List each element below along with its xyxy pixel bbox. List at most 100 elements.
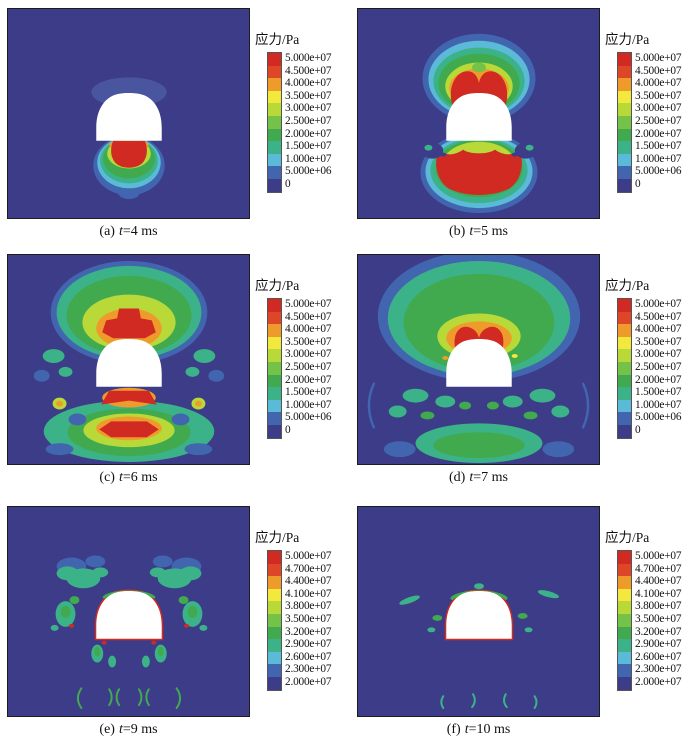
colorbar-tick-label: 2.000e+07 [285, 127, 332, 140]
contour-band [76, 687, 83, 710]
contour-canvas [358, 255, 599, 464]
contour-band [537, 590, 559, 599]
colorbar-body: 5.000e+07 4.500e+07 4.000e+07 3.500e+07 3.00… [267, 52, 351, 193]
colorbar-tick-label: 2.600e+07 [635, 650, 682, 663]
colorbar-tick-label: 2.000e+07 [635, 675, 682, 688]
colorbar-tick-label: 4.400e+07 [285, 575, 332, 588]
colorbar-swatch [618, 115, 631, 129]
contour-band [50, 624, 59, 631]
colorbar-tick-label: 2.500e+07 [635, 114, 682, 127]
colorbar-tick-label: 4.000e+07 [635, 77, 682, 90]
colorbar-tick-label: 5.000e+07 [285, 298, 332, 310]
colorbar-tick-label: 4.700e+07 [635, 562, 682, 575]
caption-index: (c) [99, 470, 115, 485]
contour-band [33, 369, 50, 382]
colorbar-swatch [268, 166, 281, 179]
colorbar-swatch [618, 563, 631, 577]
colorbar-legend: 应力/Pa 5.000e+07 4.700e+07 4.400e+07 4.100e+… [255, 530, 351, 691]
contour-band [145, 688, 150, 707]
time-variable: t [464, 722, 469, 737]
colorbar-tick-labels: 5.000e+07 4.700e+07 4.400e+07 4.100e+07 3.80… [632, 550, 682, 691]
colorbar-tick-label: 5.000e+07 [285, 52, 332, 64]
contour-band [92, 567, 109, 578]
colorbar-swatch [618, 336, 631, 350]
stress-contours [50, 555, 208, 710]
colorbar-tick-label: 2.300e+07 [285, 663, 332, 676]
contour-band [502, 395, 523, 408]
stress-contours [33, 260, 225, 463]
colorbar-swatch [268, 639, 281, 652]
colorbar-body: 5.000e+07 4.500e+07 4.000e+07 3.500e+07 3.00… [617, 298, 700, 439]
contour-band [525, 144, 534, 151]
caption-index: (f) [446, 722, 461, 737]
colorbar-swatch [268, 349, 281, 362]
contour-band [151, 640, 157, 645]
contour-band [94, 646, 101, 657]
contour-band [184, 443, 213, 456]
colorbar-swatch [618, 90, 631, 104]
colorbar-swatch [618, 65, 631, 79]
colorbar-legend: 应力/Pa 5.000e+07 4.500e+07 4.000e+07 3.500e+… [605, 278, 700, 439]
contour-band [399, 595, 420, 605]
colorbar-tick-label: 1.500e+07 [635, 140, 682, 153]
colorbar-tick-label: 4.000e+07 [635, 323, 682, 336]
colorbar-swatch [268, 336, 281, 350]
colorbar-tick-label: 1.000e+07 [635, 398, 682, 411]
colorbar-legend: 应力/Pa 5.000e+07 4.700e+07 4.400e+07 4.100e+… [605, 530, 700, 691]
contour-band [178, 596, 189, 605]
contour-canvas [8, 9, 249, 218]
contour-band [440, 152, 447, 157]
colorbar-tick-label: 1.500e+07 [285, 386, 332, 399]
contour-band [152, 555, 173, 568]
colorbar-swatch [268, 551, 281, 564]
colorbar-swatch [268, 324, 281, 337]
colorbar-body: 5.000e+07 4.500e+07 4.000e+07 3.500e+07 3.00… [267, 298, 351, 439]
colorbar [617, 550, 632, 691]
colorbar-tick-label: 5.000e+06 [635, 165, 682, 178]
colorbar-tick-label: 5.000e+07 [635, 298, 682, 310]
contour-plot [7, 254, 250, 465]
contour-band [68, 623, 74, 628]
contour-band [194, 400, 202, 407]
contour-band [402, 388, 429, 403]
contour-band [60, 606, 71, 618]
colorbar-title: 应力/Pa [255, 278, 300, 293]
colorbar-swatch [618, 551, 631, 564]
contour-plot [357, 8, 600, 219]
contour-band [85, 555, 106, 568]
colorbar-swatch [618, 639, 631, 652]
contour-band [101, 640, 107, 645]
colorbar-swatch [618, 664, 631, 677]
contour-band [208, 369, 225, 382]
colorbar-swatch [618, 53, 631, 66]
colorbar-swatch [268, 78, 281, 91]
colorbar-swatch [268, 178, 281, 192]
contour-band [108, 688, 113, 707]
colorbar-swatch [618, 626, 631, 640]
contour-band [511, 354, 518, 359]
panel-caption: (c) t=6 ms [7, 469, 250, 486]
colorbar-tick-label: 4.500e+07 [635, 310, 682, 323]
contour-band [185, 366, 200, 377]
panel-b: 应力/Pa 5.000e+07 4.500e+07 4.000e+07 3.500e+… [357, 8, 700, 254]
stress-contours [420, 33, 538, 214]
tunnel-cavity [446, 338, 512, 387]
colorbar-swatch [618, 399, 631, 413]
contour-band [56, 400, 64, 407]
colorbar-swatch [268, 361, 281, 375]
time-variable: t [469, 224, 474, 239]
colorbar-legend: 应力/Pa 5.000e+07 4.500e+07 4.000e+07 3.500e+… [255, 278, 351, 439]
colorbar-tick-label: 3.800e+07 [635, 600, 682, 613]
caption-index: (e) [99, 722, 115, 737]
colorbar-tick-labels: 5.000e+07 4.500e+07 4.000e+07 3.500e+07 3.00… [282, 52, 332, 193]
colorbar-tick-label: 3.000e+07 [635, 102, 682, 115]
colorbar-legend: 应力/Pa 5.000e+07 4.500e+07 4.000e+07 3.500e+… [255, 32, 351, 193]
contour-band [187, 606, 198, 618]
contour-band [436, 148, 522, 195]
time-variable: t [469, 470, 474, 485]
contour-band [101, 390, 157, 405]
colorbar-tick-label: 2.500e+07 [285, 360, 332, 373]
colorbar-swatch [268, 601, 281, 614]
colorbar-swatch [268, 399, 281, 413]
contour-band [388, 405, 407, 418]
